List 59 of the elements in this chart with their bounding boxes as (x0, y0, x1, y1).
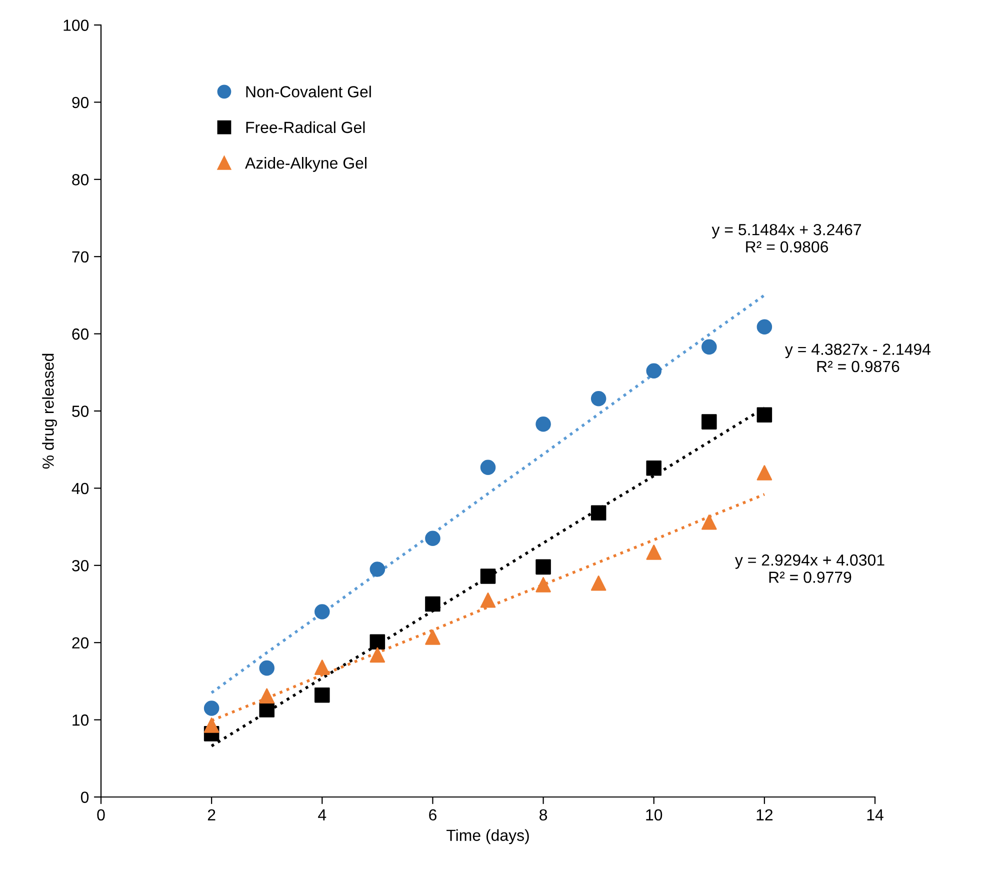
annotation: y = 2.9294x + 4.0301 R² = 0.9779 (734, 554, 884, 583)
point (425, 530, 440, 546)
point (480, 592, 496, 608)
point (536, 577, 551, 592)
y-axis-title: % drug released (42, 354, 57, 469)
y-tick-label: 90 (72, 96, 89, 108)
y-tick-label: 60 (72, 328, 89, 340)
y-tick-label: 100 (64, 20, 89, 31)
point (204, 700, 220, 716)
y-tick-label: 0 (80, 792, 89, 803)
x-tick-label: 6 (429, 809, 436, 821)
point (536, 416, 551, 432)
point (370, 647, 386, 663)
point (259, 660, 274, 676)
y-tick-label: 70 (72, 251, 89, 263)
x-tick-label: 2 (208, 809, 216, 820)
point (702, 339, 717, 355)
legend-label: Free-Radical Gel (246, 121, 365, 134)
point (646, 544, 662, 560)
y-tick-label: 80 (72, 174, 89, 186)
legend-label: Azide-Alkyne Gel (245, 157, 366, 172)
x-tick-label: 4 (318, 809, 326, 820)
y-tick-label: 50 (72, 406, 89, 417)
y-tick-label: 10 (72, 714, 89, 726)
point (702, 414, 717, 430)
point (590, 505, 606, 521)
point (646, 460, 662, 476)
point (590, 576, 606, 591)
point (370, 634, 386, 650)
point (756, 407, 772, 422)
point (590, 391, 606, 406)
x-tick-label: 10 (646, 809, 662, 821)
point (756, 319, 772, 334)
annotation: y = 4.3827x - 2.1494 R² = 0.9876 (784, 344, 931, 372)
point (204, 718, 220, 733)
point (756, 465, 772, 480)
point (425, 630, 440, 645)
annotation: y = 5.1484x + 3.2467 R² = 0.9806 (712, 224, 862, 253)
legend-label: Non-Covalent Gel (246, 86, 371, 98)
y-tick-label: 20 (72, 637, 89, 649)
point (370, 562, 386, 577)
point (259, 702, 274, 718)
x-tick-label: 0 (97, 809, 105, 821)
point (314, 687, 330, 703)
x-tick-label: 8 (540, 809, 548, 821)
point (314, 660, 330, 675)
x-axis-title: Time (days) (446, 829, 529, 844)
point (702, 514, 717, 530)
point (259, 688, 274, 704)
point (425, 596, 440, 612)
point (314, 604, 330, 620)
y-tick-label: 30 (72, 560, 89, 572)
y-tick-label: 40 (72, 482, 89, 494)
point (646, 363, 662, 378)
point (480, 568, 496, 584)
x-tick-label: 14 (867, 809, 884, 820)
x-tick-label: 12 (756, 809, 773, 820)
point (480, 460, 496, 475)
point (536, 559, 551, 575)
